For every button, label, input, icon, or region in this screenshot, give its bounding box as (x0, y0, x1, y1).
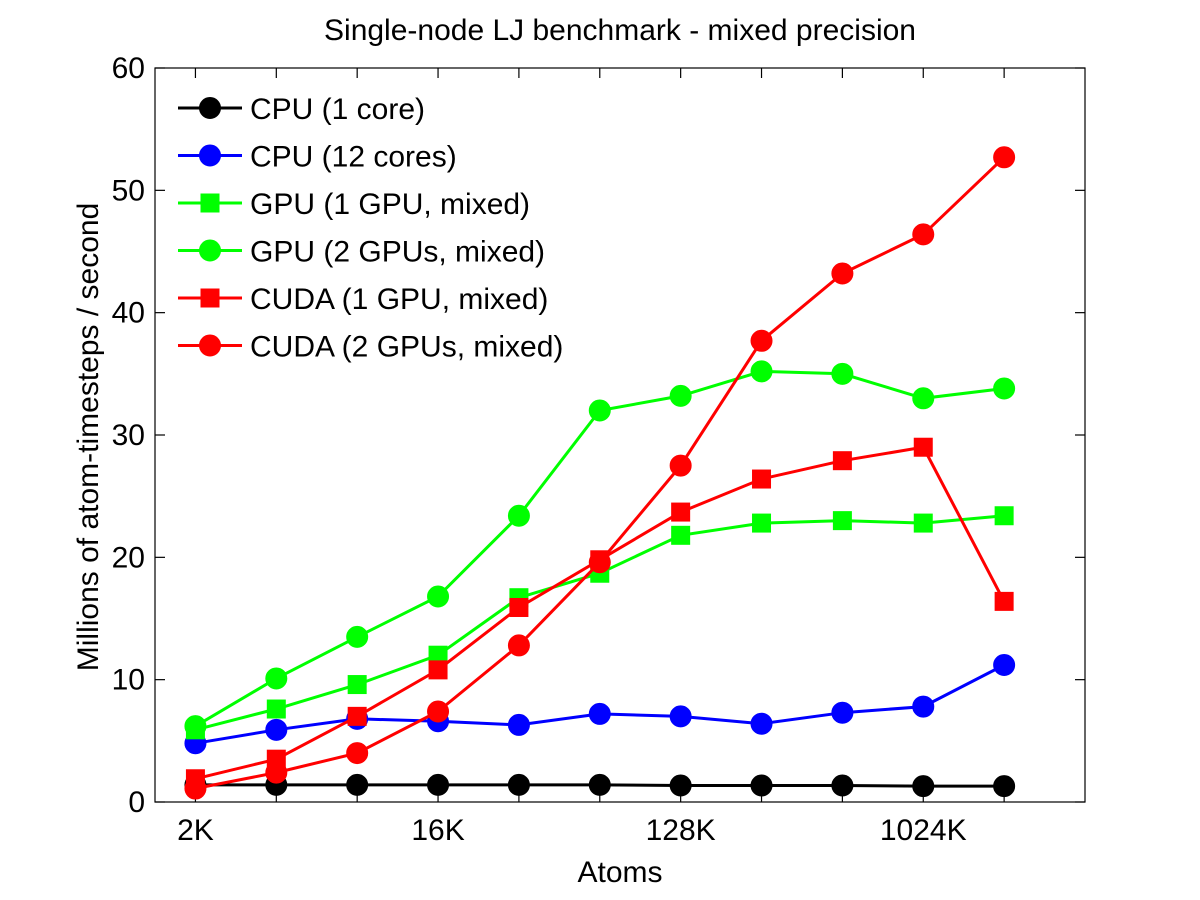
data-point (671, 525, 691, 545)
data-point (347, 675, 367, 695)
legend-item: CUDA (2 GPUs, mixed) (178, 331, 563, 364)
data-point (832, 511, 852, 531)
data-point (831, 262, 854, 285)
data-point (831, 774, 854, 797)
data-point (750, 329, 773, 352)
data-point (994, 591, 1014, 611)
legend-swatch-marker (199, 144, 221, 167)
legend-swatch-marker (199, 97, 221, 119)
data-point (184, 777, 207, 800)
legend-item: GPU (2 GPUs, mixed) (178, 236, 545, 269)
data-point (507, 504, 530, 527)
data-point (994, 506, 1014, 526)
data-point (913, 513, 933, 533)
data-point (184, 715, 207, 738)
x-tick-label: 1024K (880, 814, 967, 847)
series-layer (184, 146, 1016, 800)
x-tick-label: 128K (646, 814, 716, 847)
data-point (912, 695, 935, 718)
y-tick-label: 0 (128, 786, 145, 819)
data-point (671, 502, 691, 522)
data-point (346, 625, 369, 648)
legend-item: CPU (1 core) (178, 93, 425, 126)
data-point (832, 451, 852, 471)
data-point (912, 387, 935, 410)
legend-swatch-marker (199, 334, 221, 357)
x-tick-label: 2K (177, 814, 214, 847)
y-tick-label: 50 (112, 174, 145, 207)
legend-label: CPU (12 cores) (250, 141, 457, 174)
data-point (588, 399, 611, 422)
data-point (427, 585, 450, 608)
data-point (669, 384, 692, 407)
data-point (507, 713, 530, 736)
data-point (266, 699, 286, 719)
data-point (752, 513, 772, 533)
data-point (993, 377, 1016, 400)
legend-swatch-marker (200, 288, 220, 308)
data-point (427, 773, 450, 796)
legend-swatch-marker (200, 193, 220, 213)
y-tick-label: 40 (112, 297, 145, 330)
data-point (750, 360, 773, 383)
data-point (669, 705, 692, 728)
data-point (752, 469, 772, 489)
data-point (831, 701, 854, 724)
x-tick-label: 16K (411, 814, 464, 847)
data-point (912, 223, 935, 246)
data-point (588, 773, 611, 796)
legend-label: CUDA (2 GPUs, mixed) (250, 331, 563, 364)
data-point (265, 667, 288, 690)
legend: CPU (1 core) CPU (12 cores) GPU (1 GPU, mi… (178, 93, 563, 364)
series-1 (184, 653, 1016, 755)
x-axis: 2K 16K 128K 1024K (177, 68, 1005, 847)
data-point (913, 437, 933, 457)
data-point (427, 700, 450, 723)
data-point (507, 773, 530, 796)
series-3 (184, 360, 1016, 738)
legend-label: GPU (1 GPU, mixed) (250, 188, 530, 221)
y-tick-label: 20 (112, 541, 145, 574)
chart-title: Single-node LJ benchmark - mixed precisi… (324, 14, 916, 47)
y-axis-label: Millions of atom-timesteps / second (72, 203, 105, 672)
y-tick-label: 60 (112, 52, 145, 85)
data-point (509, 597, 529, 617)
legend-item: GPU (1 GPU, mixed) (178, 188, 530, 221)
legend-swatch-marker (199, 239, 221, 262)
y-tick-label: 30 (112, 419, 145, 452)
data-point (507, 634, 530, 657)
data-point (750, 712, 773, 735)
legend-label: CUDA (1 GPU, mixed) (250, 283, 548, 316)
data-point (265, 761, 288, 784)
data-point (669, 774, 692, 797)
data-point (831, 362, 854, 385)
legend-item: CPU (12 cores) (178, 141, 457, 174)
data-point (588, 551, 611, 574)
series-5 (184, 146, 1016, 800)
legend-label: CPU (1 core) (250, 93, 425, 126)
data-point (265, 718, 288, 741)
data-point (669, 454, 692, 477)
data-point (993, 775, 1016, 798)
data-point (912, 775, 935, 798)
data-point (428, 660, 448, 680)
data-point (347, 706, 367, 726)
data-point (993, 653, 1016, 676)
x-axis-label: Atoms (577, 856, 662, 889)
data-point (993, 146, 1016, 169)
data-point (588, 702, 611, 725)
legend-label: GPU (2 GPUs, mixed) (250, 236, 545, 269)
data-point (346, 742, 369, 765)
data-point (346, 773, 369, 796)
y-tick-label: 10 (112, 664, 145, 697)
data-point (750, 774, 773, 797)
legend-item: CUDA (1 GPU, mixed) (178, 283, 548, 316)
y-axis: 0 10 20 30 40 50 60 (112, 52, 1085, 819)
